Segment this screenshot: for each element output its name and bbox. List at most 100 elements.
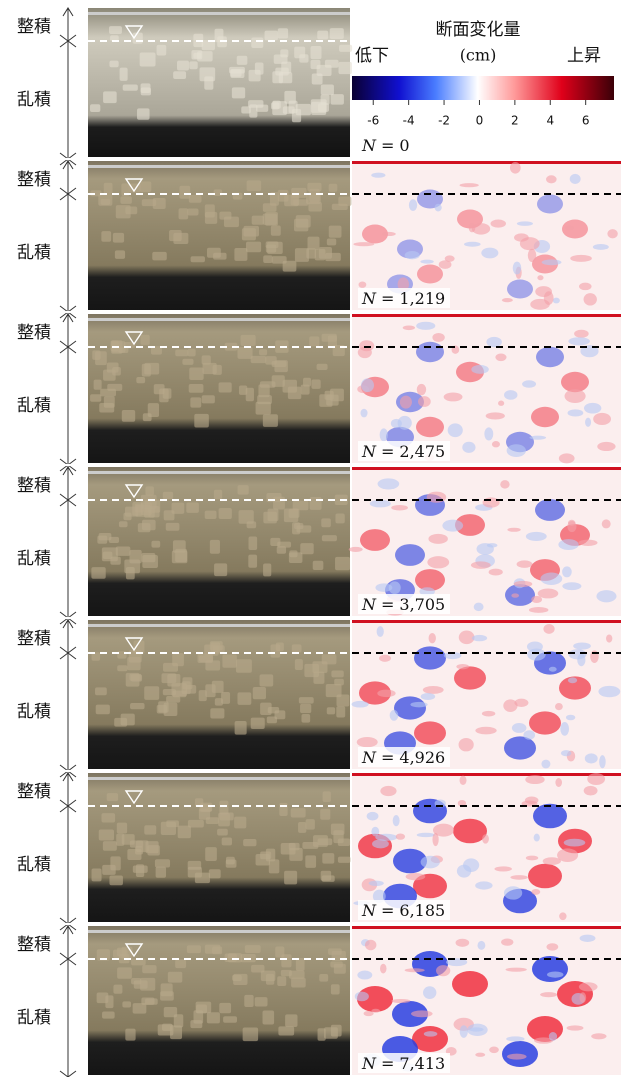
armor-block (276, 546, 287, 554)
change-blob (417, 264, 443, 284)
speckle (427, 556, 450, 569)
armor-block (95, 687, 107, 696)
speckle (562, 582, 582, 591)
heatmap-edge (352, 926, 621, 929)
change-blob (414, 646, 446, 670)
armor-block (219, 1002, 232, 1014)
armor-block (205, 847, 217, 861)
armor-block (319, 394, 333, 407)
change-blob (392, 1001, 428, 1027)
speckle (426, 491, 447, 503)
speckle (591, 1033, 607, 1040)
boundary-mark (59, 34, 77, 48)
armor-block (320, 808, 331, 820)
armor-block (300, 543, 314, 555)
n-label: N = 2,475 (361, 442, 445, 461)
speckle (501, 938, 514, 946)
armor-block (187, 819, 204, 828)
change-blob (362, 224, 388, 244)
armor-block (284, 90, 296, 104)
armor-block (234, 248, 248, 261)
armor-block (100, 198, 111, 205)
armor-block (122, 1001, 132, 1008)
armor-block (172, 540, 186, 553)
armor-block (109, 875, 123, 886)
speckle (504, 390, 518, 400)
armor-block (317, 30, 329, 40)
armor-block (136, 377, 146, 384)
armor-block (270, 537, 281, 547)
armor-block (322, 853, 335, 864)
change-blob (395, 544, 425, 566)
speckle (578, 539, 598, 546)
armor-block (160, 991, 174, 1001)
speckle (417, 396, 431, 407)
speckle (364, 939, 377, 951)
n-equals: = (381, 289, 394, 308)
speckle (546, 943, 559, 951)
armor-block (248, 100, 264, 108)
armor-block (245, 387, 254, 402)
n-label: N = 4,926 (361, 748, 445, 767)
armor-block (242, 1027, 259, 1042)
armor-block (186, 945, 201, 954)
armor-block (300, 384, 310, 395)
armor-block (281, 61, 292, 74)
speckle (516, 560, 533, 568)
colorbar-unit: (cm) (460, 46, 497, 65)
layer-label: 乱積 (17, 90, 51, 110)
armor-block (307, 182, 322, 192)
speckle (375, 583, 393, 592)
boundary-mark (59, 1070, 77, 1077)
armor-block (129, 673, 142, 681)
speckle (408, 199, 418, 211)
speckle (599, 755, 606, 769)
boundary-mark (59, 187, 77, 201)
armor-block (291, 977, 306, 988)
armor-block (320, 84, 334, 96)
armor-block (173, 232, 189, 245)
armor-block (259, 349, 268, 356)
speckle (511, 593, 520, 598)
armor-block (252, 687, 266, 700)
speckle (477, 940, 486, 950)
speckle (533, 833, 540, 842)
rail (88, 12, 350, 15)
speckle (372, 889, 386, 903)
speckle (526, 641, 543, 652)
speckle (458, 630, 475, 645)
speckle (381, 231, 396, 237)
armor-block (337, 856, 351, 863)
armor-block (291, 108, 302, 123)
speckle (357, 346, 372, 359)
label-bg (358, 441, 450, 461)
speckle (541, 759, 551, 769)
armor-block (237, 347, 253, 359)
armor-block (218, 507, 232, 519)
speckle (597, 441, 616, 452)
speckle (579, 934, 596, 942)
armor-block (250, 717, 265, 729)
armor-block (271, 375, 285, 387)
armor-block (246, 180, 262, 192)
armor-block (113, 984, 123, 994)
speckle (567, 677, 578, 684)
armor-block (151, 346, 162, 355)
armor-block (289, 550, 298, 558)
speckle (570, 254, 592, 262)
armor-block (177, 60, 189, 71)
heatmap-edge (352, 773, 621, 776)
change-blob (454, 666, 486, 690)
armor-block (301, 714, 311, 723)
armor-block (121, 183, 130, 197)
speckle (436, 965, 451, 977)
armor-block (121, 409, 136, 422)
armor-block (338, 196, 352, 206)
speckle (402, 325, 416, 331)
speckle (558, 539, 579, 550)
speckle (380, 963, 387, 974)
armor-block (151, 540, 161, 548)
colorbar (352, 76, 614, 100)
armor-block (219, 211, 232, 220)
armor-block (110, 556, 121, 565)
